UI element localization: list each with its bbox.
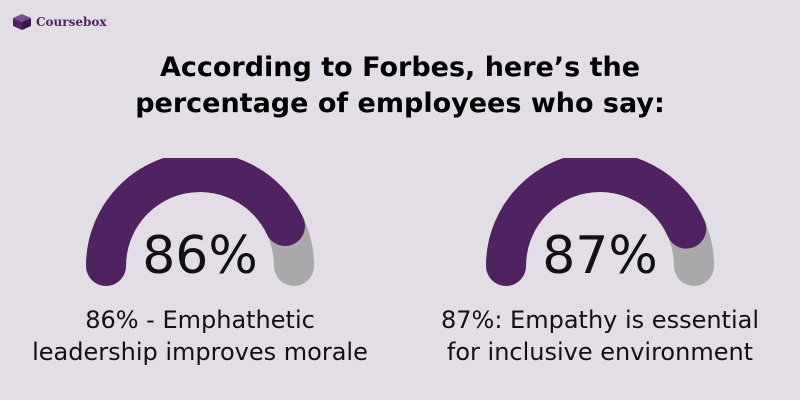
brand-logo: Coursebox bbox=[12, 13, 107, 31]
gauge-value-label: 87% bbox=[542, 226, 658, 286]
caption-line-2: for inclusive environment bbox=[446, 338, 754, 366]
gauge-fill bbox=[486, 158, 707, 286]
brand-name: Coursebox bbox=[36, 15, 107, 29]
box-icon bbox=[13, 14, 31, 30]
title-line-1: According to Forbes, here’s the bbox=[159, 52, 641, 83]
gauge-fill bbox=[86, 158, 306, 286]
caption-line-1: 86% - Emphathetic bbox=[85, 306, 315, 334]
gauge-svg-2 bbox=[486, 158, 714, 286]
page-title: According to Forbes, here’s the percenta… bbox=[0, 50, 800, 122]
gauge-chart-1: 86% bbox=[65, 158, 335, 288]
title-line-2: percentage of employees who say: bbox=[135, 88, 665, 119]
gauge-value-label: 86% bbox=[142, 226, 258, 286]
gauge-chart-2: 87% bbox=[465, 158, 735, 288]
gauge-svg-1 bbox=[86, 158, 314, 286]
gauge-caption-2: 87%: Empathy is essential for inclusive … bbox=[430, 304, 770, 368]
caption-line-1: 87%: Empathy is essential bbox=[441, 306, 759, 334]
gauge-caption-1: 86% - Emphathetic leadership improves mo… bbox=[30, 304, 370, 368]
caption-line-2: leadership improves morale bbox=[32, 338, 368, 366]
